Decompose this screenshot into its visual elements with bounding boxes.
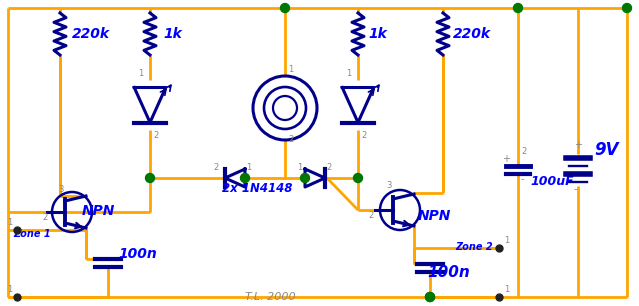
Circle shape xyxy=(426,293,435,301)
Text: 1k: 1k xyxy=(163,27,182,41)
Text: 3: 3 xyxy=(386,181,391,190)
Circle shape xyxy=(622,3,631,13)
Circle shape xyxy=(426,293,435,301)
Text: 2: 2 xyxy=(153,131,158,140)
Text: 2: 2 xyxy=(368,211,373,220)
Text: 100uF: 100uF xyxy=(530,175,574,188)
Text: Zone 2: Zone 2 xyxy=(455,242,493,252)
Circle shape xyxy=(281,3,289,13)
Text: +: + xyxy=(502,154,510,164)
Text: 2: 2 xyxy=(288,135,293,144)
Text: NPN: NPN xyxy=(82,204,116,218)
Text: 9V: 9V xyxy=(594,141,619,159)
Circle shape xyxy=(514,3,523,13)
Text: 1: 1 xyxy=(246,163,251,172)
Text: 2: 2 xyxy=(521,147,527,156)
Text: 220k: 220k xyxy=(453,27,491,41)
Text: 1: 1 xyxy=(288,65,293,74)
Circle shape xyxy=(146,174,155,182)
Text: 220k: 220k xyxy=(72,27,110,41)
Text: Zone 1: Zone 1 xyxy=(13,229,50,239)
Text: 2: 2 xyxy=(361,131,366,140)
Text: 1: 1 xyxy=(297,163,302,172)
Text: 1: 1 xyxy=(504,236,509,245)
Text: +: + xyxy=(574,140,582,150)
Text: 1: 1 xyxy=(7,218,12,227)
Text: 1: 1 xyxy=(504,285,509,294)
Circle shape xyxy=(240,174,249,182)
Text: 2: 2 xyxy=(326,163,331,172)
Text: 2: 2 xyxy=(213,163,219,172)
Text: 1: 1 xyxy=(346,69,351,78)
Text: 3: 3 xyxy=(58,185,63,194)
Text: 1: 1 xyxy=(138,69,143,78)
Text: 2: 2 xyxy=(42,213,47,222)
Text: -: - xyxy=(574,184,578,194)
Circle shape xyxy=(300,174,309,182)
Text: -: - xyxy=(521,174,525,184)
Text: 100n: 100n xyxy=(118,247,157,261)
Text: 1: 1 xyxy=(7,285,12,294)
Text: 2x 1N4148: 2x 1N4148 xyxy=(222,182,293,195)
Text: 1k: 1k xyxy=(368,27,387,41)
Circle shape xyxy=(353,174,362,182)
Text: 100n: 100n xyxy=(427,265,470,280)
Text: T.L. 2000: T.L. 2000 xyxy=(245,292,295,302)
Text: NPN: NPN xyxy=(418,209,451,223)
